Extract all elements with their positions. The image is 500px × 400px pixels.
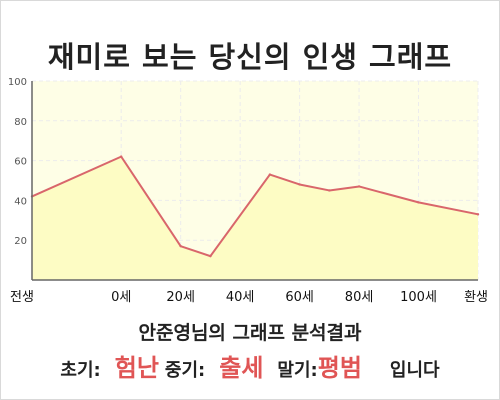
life-point-7 [357,185,361,188]
y-tick-label-20: 20 [14,236,27,247]
late-label: 말기: [277,360,318,381]
life-point-4 [268,173,272,176]
y-tick-label-80: 80 [14,117,27,128]
middle-value: 출세 [219,354,264,382]
x-tick-label-2: 20세 [166,290,195,305]
x-tick-label-1: 0세 [111,290,131,305]
life-point-8 [417,201,420,204]
life-point-1 [120,155,123,158]
life-point-6 [328,189,331,192]
early-label: 초기: [60,360,101,381]
late-value: 평범 [317,354,362,382]
early-value: 험난 [114,354,159,382]
analysis-summary: 초기: 험난 중기: 출세 말기:평범 입니다 [0,348,500,383]
life-point-9 [476,213,480,216]
analysis-subtitle: 안준영님의 그래프 분석결과 [138,322,362,344]
life-point-3 [209,254,212,258]
chart-title: 재미로 보는 당신의 인생 그래프 [47,40,453,74]
x-tick-label-6: 100세 [400,290,437,305]
x-tick-label-0: 전생 [10,290,34,305]
y-tick-label-40: 40 [14,196,27,207]
x-tick-label-3: 40세 [226,290,255,305]
life-area-fill [32,156,478,280]
life-line [31,155,479,258]
life-point-2 [179,244,182,248]
x-tick-label-5: 80세 [345,290,374,305]
middle-label: 중기: [164,360,206,381]
x-tick-label-7: 환생 [464,290,488,305]
x-tick-label-4: 60세 [285,290,314,305]
summary-ending: 입니다 [389,360,440,381]
y-tick-label-60: 60 [14,157,27,168]
life-point-5 [298,183,301,186]
y-tick-label-100: 100 [8,77,27,88]
